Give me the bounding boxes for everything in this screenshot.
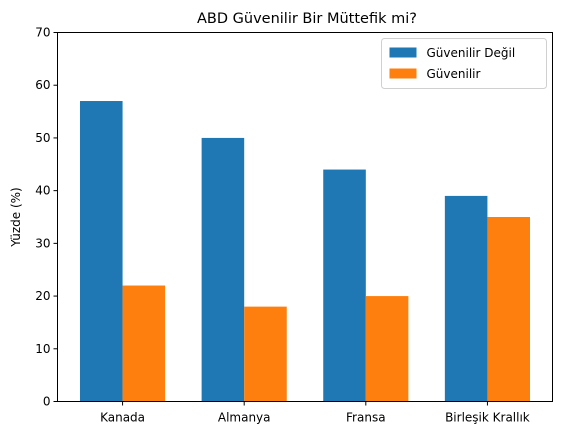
y-tick-label: 40 — [35, 184, 50, 198]
y-tick-label: 50 — [35, 131, 50, 145]
bar-series2-0 — [122, 285, 166, 402]
x-tick-label: Kanada — [100, 411, 145, 425]
y-tick-label: 20 — [35, 289, 50, 303]
chart-title: ABD Güvenilir Bir Müttefik mi? — [197, 11, 417, 27]
legend-swatch — [389, 68, 417, 79]
y-tick-label: 10 — [35, 342, 50, 356]
y-tick-label: 0 — [43, 395, 51, 409]
legend-swatch — [389, 47, 417, 58]
x-tick-label: Fransa — [346, 411, 386, 425]
x-tick-label: Almanya — [218, 411, 271, 425]
bar-series1-3 — [444, 195, 488, 402]
y-tick-label: 70 — [35, 26, 50, 40]
bar-series2-2 — [365, 296, 409, 402]
legend-box — [381, 38, 547, 89]
bar-series1-2 — [323, 169, 366, 402]
y-ticks-group: 0 10 20 30 40 50 60 70 — [35, 26, 58, 409]
bar-series2-1 — [244, 306, 287, 402]
legend-label: Güvenilir Değil — [427, 46, 516, 60]
legend: Güvenilir Değil Güvenilir — [381, 38, 547, 89]
bar-series2-3 — [487, 217, 530, 402]
y-axis-label: Yüzde (%) — [9, 187, 23, 247]
legend-label: Güvenilir — [427, 67, 481, 81]
bar-series1-1 — [201, 137, 245, 402]
bars-group — [80, 101, 530, 402]
y-tick-label: 60 — [35, 78, 50, 92]
bar-series1-0 — [80, 101, 123, 402]
y-tick-label: 30 — [35, 236, 50, 250]
x-tick-label: Birleşik Krallık — [445, 411, 530, 425]
x-ticks-group: Kanada Almanya Fransa Birleşik Krallık — [100, 401, 530, 425]
plot-frame — [57, 32, 553, 402]
